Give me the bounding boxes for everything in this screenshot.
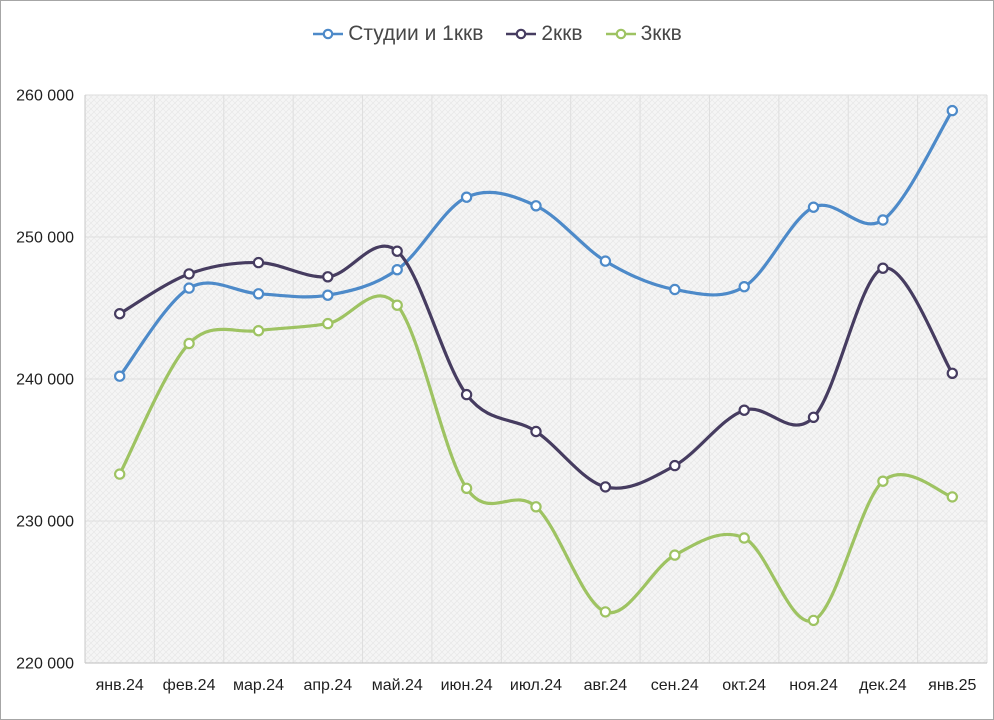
legend-circle xyxy=(516,28,527,39)
series-point-2 xyxy=(460,482,473,494)
x-tick-label: янв.24 xyxy=(96,677,144,694)
y-tick-label: 250 000 xyxy=(16,230,74,247)
series-point-2 xyxy=(946,491,959,503)
series-point-2 xyxy=(113,468,126,480)
x-tick-label: май.24 xyxy=(372,677,423,694)
series-point-1 xyxy=(946,367,959,379)
x-tick-label: авг.24 xyxy=(584,677,628,694)
legend-label: 3ккв xyxy=(640,22,682,45)
series-point-1 xyxy=(599,481,612,493)
series-point-1 xyxy=(183,268,195,280)
series-point-2 xyxy=(877,475,889,487)
legend-marker-icon xyxy=(605,28,636,39)
series-point-0 xyxy=(877,214,889,226)
series-point-1 xyxy=(113,308,126,320)
series-point-1 xyxy=(738,404,750,416)
series-point-1 xyxy=(252,256,265,269)
series-point-0 xyxy=(391,264,403,276)
series-point-0 xyxy=(530,200,542,212)
y-tick-label: 220 000 xyxy=(16,656,74,673)
series-point-2 xyxy=(391,299,403,311)
series-point-2 xyxy=(599,606,612,618)
series-point-0 xyxy=(738,281,750,293)
series-point-0 xyxy=(322,289,334,301)
x-tick-label: июн.24 xyxy=(441,677,493,694)
series-point-2 xyxy=(669,549,681,561)
series-point-0 xyxy=(183,282,195,294)
legend-marker-icon xyxy=(313,28,344,39)
series-point-2 xyxy=(807,614,820,627)
legend-marker-icon xyxy=(506,28,537,39)
legend-item-2kkv[interactable]: 2ккв xyxy=(505,22,583,45)
series-point-0 xyxy=(460,191,473,203)
series-point-2 xyxy=(322,317,334,330)
series-point-0 xyxy=(599,255,612,267)
x-tick-label: апр.24 xyxy=(303,677,352,694)
series-line-1 xyxy=(118,244,954,490)
legend-circle xyxy=(322,28,334,39)
legend-item-studii-1kkv[interactable]: Студии и 1ккв xyxy=(312,23,483,44)
legend-label: Студии и 1ккв xyxy=(348,22,484,45)
series-point-2 xyxy=(530,501,542,513)
series-point-0 xyxy=(669,283,681,296)
series-point-1 xyxy=(322,271,334,283)
legend-item-3kkv[interactable]: 3ккв xyxy=(605,23,682,44)
x-tick-label: июл.24 xyxy=(510,677,562,694)
series-point-1 xyxy=(530,425,542,438)
y-tick-label: 260 000 xyxy=(16,88,74,105)
series-point-0 xyxy=(113,370,126,382)
legend-circle xyxy=(615,28,626,39)
series-point-2 xyxy=(183,337,195,350)
x-tick-label: сен.24 xyxy=(651,677,699,694)
x-tick-label: дек.24 xyxy=(859,677,907,694)
series-point-1 xyxy=(669,459,681,472)
x-tick-label: ноя.24 xyxy=(789,677,838,694)
series-point-2 xyxy=(252,325,265,337)
x-tick-label: мар.24 xyxy=(233,677,284,694)
x-tick-label: янв.25 xyxy=(928,677,976,694)
series-point-0 xyxy=(252,288,265,300)
series-point-1 xyxy=(460,388,473,401)
x-tick-label: окт.24 xyxy=(722,677,766,694)
series-point-1 xyxy=(877,262,889,274)
series-point-0 xyxy=(946,104,959,117)
legend-label: 2ккв xyxy=(541,22,583,45)
series-point-1 xyxy=(807,411,820,423)
x-tick-label: фев.24 xyxy=(163,677,216,694)
series-point-1 xyxy=(391,245,403,257)
legend: Студии и 1ккв 2ккв 3ккв xyxy=(1,23,993,44)
series-point-2 xyxy=(738,532,750,544)
series-point-0 xyxy=(807,201,820,213)
y-tick-label: 240 000 xyxy=(16,372,74,389)
y-tick-label: 230 000 xyxy=(16,514,74,531)
